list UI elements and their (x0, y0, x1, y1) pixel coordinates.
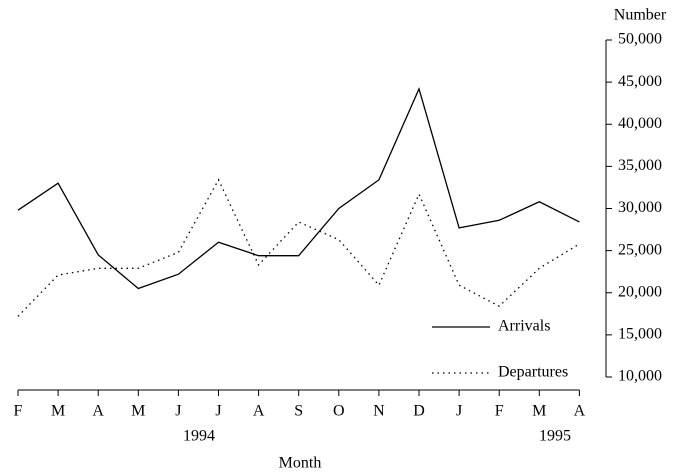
line-series (17, 178, 580, 317)
y-tick-label: 30,000 (618, 199, 662, 216)
y-tick-label: 35,000 (618, 157, 662, 174)
x-axis-label: Month (279, 455, 322, 472)
x-tick-label: A (92, 403, 104, 420)
legend-label: Departures (498, 364, 568, 381)
x-tick-label: M (51, 403, 65, 420)
x-tick-label: J (175, 403, 181, 420)
year-label: 1994 (183, 428, 215, 445)
x-tick-label: D (413, 403, 425, 420)
x-tick-label: J (215, 403, 221, 420)
x-tick-label: S (294, 403, 303, 420)
y-tick-label: 15,000 (618, 326, 662, 343)
x-tick-label: M (131, 403, 145, 420)
y-tick-label: 10,000 (618, 368, 662, 385)
legend-label: Arrivals (498, 318, 550, 335)
y-tick-label: 20,000 (618, 283, 662, 300)
y-tick-label: 45,000 (618, 73, 662, 90)
x-tick-label: A (574, 403, 586, 420)
year-label: 1995 (539, 428, 571, 445)
x-tick-label: F (14, 403, 23, 420)
y-tick-label: 40,000 (618, 115, 662, 132)
x-tick-label: F (495, 403, 504, 420)
y-axis-label: Number (614, 7, 667, 24)
x-tick-label: N (373, 403, 385, 420)
x-tick-label: A (253, 403, 265, 420)
y-tick-label: 25,000 (618, 241, 662, 258)
x-tick-label: O (333, 403, 345, 420)
x-tick-label: J (456, 403, 462, 420)
line-series (17, 86, 580, 290)
y-tick-label: 50,000 (618, 31, 662, 48)
x-tick-label: M (532, 403, 546, 420)
